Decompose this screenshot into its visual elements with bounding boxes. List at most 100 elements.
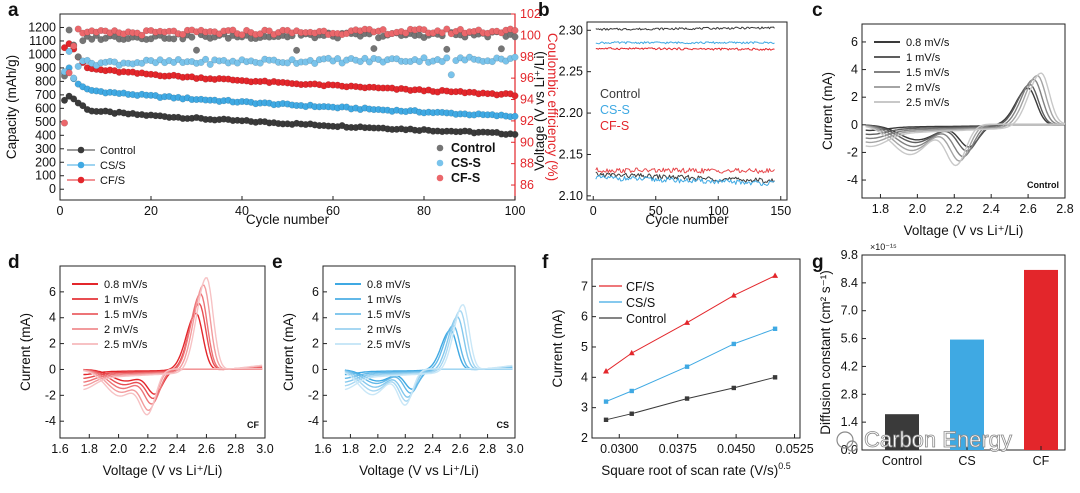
panel-a-y2-ticklabel: 92 <box>520 114 534 128</box>
panel-c-annotation: Control <box>1027 180 1059 190</box>
panel-a-point-cf-s-capacity <box>61 44 69 52</box>
panel-c-cv-oxidation-2-mV-s <box>865 74 1066 144</box>
panel-d-label: d <box>8 252 20 273</box>
panel-f-y-ticklabel: 6 <box>581 310 588 324</box>
panel-f-y-ticklabel: 3 <box>581 401 588 415</box>
panel-e-y-ticklabel: 2 <box>312 337 319 351</box>
panel-a-point-cs-s-ce <box>420 54 428 62</box>
panel-f-y-ticklabel: 2 <box>581 431 588 445</box>
panel-g-ylabel: Diffusion constant (cm² s⁻¹) <box>818 270 833 434</box>
panel-d-x-ticklabel: 3.0 <box>256 442 273 456</box>
panel-f-y-ticklabel: 7 <box>581 279 588 293</box>
panel-b: b 0 50 100 150 2.10 2.15 2.20 2.25 2.30 Cycle numb… <box>532 0 791 227</box>
panel-b-x-ticklabel: 100 <box>708 204 729 218</box>
panel-e-cv-reduction-2-5-mV-s <box>344 368 513 406</box>
panel-a-point-cf-s-ce <box>438 29 446 37</box>
panel-a-point-cs-s-capacity <box>511 112 519 120</box>
legend-marker <box>436 159 444 167</box>
panel-a-point-cs-s-ce <box>311 59 319 67</box>
panel-a-y2-ticklabel: 98 <box>520 50 534 64</box>
panel-e-xlabel: Voltage (V vs Li⁺/Li) <box>359 463 479 478</box>
panel-c-x-ticklabel: 2.0 <box>909 202 926 216</box>
panel-a-point-cf-s-ce <box>179 30 187 38</box>
panel-c-y-ticklabel: 2 <box>851 90 858 104</box>
panel-a-point-cs-s-ce <box>361 54 369 62</box>
panel-g-y-ticklabel: 4.2 <box>841 359 858 373</box>
legend-label: 2 mV/s <box>104 324 139 336</box>
panel-g-y-ticklabel: 5.6 <box>841 332 858 346</box>
panel-f-point-cs-s <box>772 326 778 331</box>
panel-f-point-control <box>772 375 778 380</box>
legend-label: 1 mV/s <box>906 52 941 64</box>
panel-g-y-ticklabel: 9.8 <box>841 248 858 262</box>
legend-label: Control <box>451 141 495 155</box>
legend-label: CF/S <box>100 175 125 187</box>
panel-a-y-ticklabel: 900 <box>35 61 56 75</box>
panel-b-y-ticklabel: 2.15 <box>559 147 583 161</box>
panel-f-x-ticklabel: 0.0450 <box>717 442 755 456</box>
panel-a-y-ticklabel: 500 <box>35 115 56 129</box>
panel-a-point-cf-s-ce <box>61 119 69 127</box>
panel-a-y-ticklabel: 600 <box>35 101 56 115</box>
panel-f-legend: CF/S CS/S Control <box>599 280 666 326</box>
panel-f-ylabel: Current (mA) <box>550 309 565 387</box>
panel-a-point-control-ce <box>443 45 451 53</box>
panel-g-category-label: Control <box>882 454 922 468</box>
watermark-icon-inner <box>846 440 858 452</box>
panel-e-x-ticklabel: 1.6 <box>314 442 331 456</box>
panel-a-point-cf-s-ce <box>379 26 387 34</box>
panel-f-point-cs-s <box>731 341 736 347</box>
panel-a-y2-ticklabel: 86 <box>520 178 534 192</box>
panel-a-y-ticklabel: 800 <box>35 74 56 88</box>
panel-a-ylabel: Capacity (mAh/g) <box>4 55 19 159</box>
legend-label: 2.5 mV/s <box>367 339 411 351</box>
panel-f-point-cs-s <box>603 399 609 404</box>
panel-d-x-ticklabel: 1.8 <box>81 442 98 456</box>
legend-label: 2.5 mV/s <box>104 339 148 351</box>
panel-f-point-cs-s <box>629 388 634 394</box>
panel-a-point-cs-s-ce <box>511 53 519 61</box>
panel-e-x-ticklabel: 1.8 <box>342 442 359 456</box>
panel-f-xlabel-exponent: 0.5 <box>778 461 791 471</box>
panel-a-point-cf-s-capacity <box>511 92 519 100</box>
panel-b-series-cf-s-discharge <box>595 167 775 174</box>
legend-label: CF/S <box>626 280 654 294</box>
panel-a-point-cs-s-ce <box>202 55 210 63</box>
panel-e-x-ticklabel: 2.4 <box>424 442 441 456</box>
panel-a-point-cs-s-ce <box>70 74 78 82</box>
panel-f-point-cf-s <box>628 349 635 356</box>
panel-e-label: e <box>272 252 283 273</box>
panel-e-ylabel: Current (mA) <box>281 313 296 391</box>
panel-d-frame <box>59 265 266 439</box>
panel-a-point-cs-s-ce <box>74 62 82 70</box>
panel-c-y-ticklabel: -2 <box>847 145 858 159</box>
panel-a-point-cs-s-ce <box>284 59 292 67</box>
panel-f-y-ticklabel: 5 <box>581 340 588 354</box>
panel-g-bar-cf <box>1024 269 1058 450</box>
panel-e-x-ticklabel: 2.8 <box>479 442 496 456</box>
panel-a-point-cs-s-ce <box>334 55 342 63</box>
legend-label: 1 mV/s <box>367 294 402 306</box>
panel-c-x-ticklabel: 2.8 <box>1056 202 1073 216</box>
panel-d-y-ticklabel: 2 <box>49 337 56 351</box>
panel-d-x-ticklabel: 2.0 <box>110 442 127 456</box>
panel-e-y-ticklabel: -4 <box>308 414 319 428</box>
panel-f-point-cs-s <box>684 364 690 369</box>
panel-a-point-control-ce <box>88 35 96 43</box>
panel-b-series-cs-s-discharge <box>595 174 775 186</box>
legend-label: CS/S <box>100 160 126 172</box>
panel-a-x-ticklabel: 0 <box>57 204 64 218</box>
panel-a-point-control-ce <box>170 35 178 43</box>
panel-b-y-ticklabel: 2.25 <box>559 65 583 79</box>
panel-a-legend-capacity: Control CS/S CF/S <box>67 145 135 187</box>
legend-label: 1.5 mV/s <box>906 67 950 79</box>
panel-b-series-cs-s-charge <box>595 41 775 45</box>
panel-e-frame <box>322 265 516 439</box>
panel-c-cv-reduction-2-5-mV-s <box>865 123 1065 167</box>
panel-c-x-ticklabel: 2.2 <box>946 202 963 216</box>
panel-f-point-control <box>629 411 634 416</box>
panel-d-ylabel: Current (mA) <box>18 313 33 391</box>
panel-d-x-ticklabel: 2.2 <box>139 442 156 456</box>
panel-a-point-cf-s-ce <box>420 26 428 34</box>
